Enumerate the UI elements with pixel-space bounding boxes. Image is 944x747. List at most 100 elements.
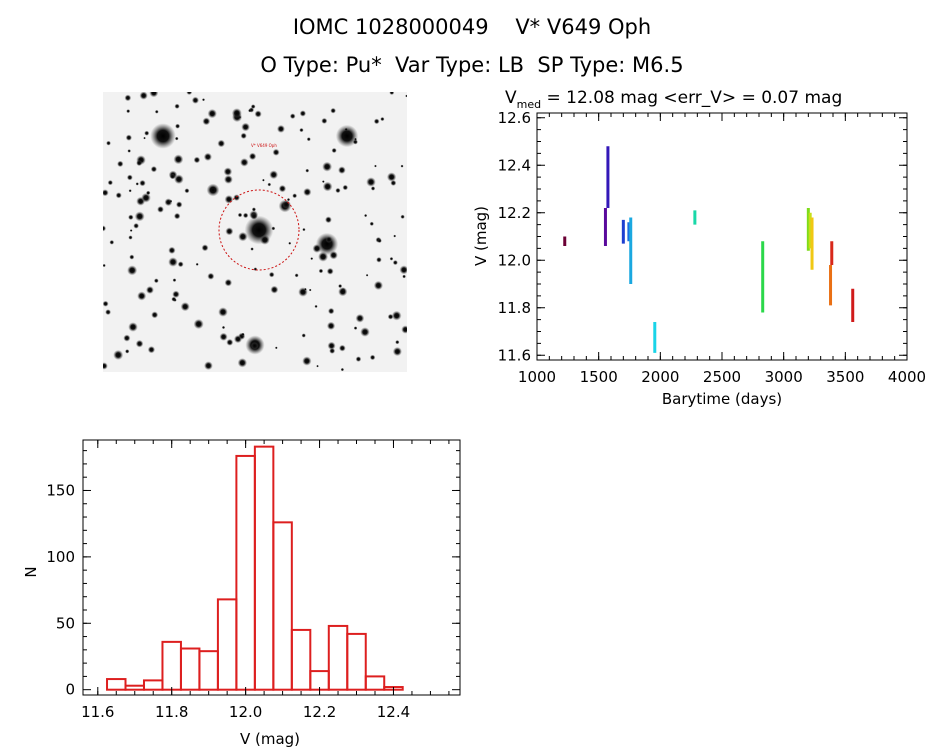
star [276, 124, 285, 133]
star [318, 251, 329, 262]
star [254, 110, 262, 118]
star [135, 339, 144, 348]
histogram-bar [198, 650, 219, 691]
finder-chart-image: V* V649 Oph [103, 92, 407, 372]
star [175, 201, 183, 208]
y-tick-label: 11.8 [498, 299, 531, 317]
star [338, 287, 348, 297]
star [248, 152, 257, 161]
star [128, 214, 134, 221]
star [272, 148, 280, 156]
star [224, 195, 234, 204]
x-tick-label: 12.0 [229, 703, 262, 721]
star [128, 189, 132, 193]
star [175, 123, 181, 129]
star [143, 136, 146, 140]
star [127, 149, 131, 153]
star [184, 188, 190, 194]
star [125, 134, 132, 141]
star [174, 103, 180, 109]
y-tick-label: 12.2 [498, 204, 531, 222]
star [304, 287, 307, 291]
star [128, 322, 138, 332]
histogram-bar [346, 632, 367, 691]
star [172, 290, 180, 298]
star [157, 205, 164, 213]
histogram-axes: 11.6 11.8 12.0 12.2 12.4 0 50 100 150 [46, 440, 460, 721]
star [302, 227, 306, 232]
star [274, 346, 278, 350]
star [153, 278, 159, 284]
star [286, 197, 291, 202]
x-tick-label: 11.6 [81, 703, 114, 721]
data-point-group [629, 217, 633, 284]
star [103, 362, 108, 370]
star [201, 244, 209, 252]
star [139, 179, 146, 187]
star [207, 272, 215, 280]
y-tick-label: 12.6 [498, 109, 531, 127]
star [400, 164, 404, 168]
star [395, 340, 400, 345]
star [402, 274, 406, 279]
star [103, 189, 109, 197]
star [240, 158, 249, 167]
data-point-group [621, 219, 625, 244]
star [392, 260, 398, 266]
x-tick-label: 1000 [518, 368, 556, 386]
star-field [103, 92, 407, 372]
star [123, 334, 131, 342]
star [169, 199, 173, 203]
star [338, 166, 346, 174]
star [231, 108, 242, 119]
histogram-bar [272, 521, 293, 691]
star [135, 182, 139, 186]
histogram-bar [235, 454, 256, 691]
star [124, 94, 132, 102]
chart-subtitle: O Type: Pu* Var Type: LB SP Type: M6.5 [260, 53, 684, 77]
star [145, 286, 154, 294]
star [151, 311, 159, 319]
star [241, 122, 250, 132]
y-tick-label: 12.4 [498, 156, 531, 174]
star [150, 123, 176, 149]
star [331, 147, 337, 154]
star [292, 193, 298, 199]
star [369, 354, 376, 361]
star [322, 181, 333, 192]
star [401, 325, 407, 334]
star [139, 92, 148, 100]
star [376, 256, 382, 263]
histogram-chart: 11.6 11.8 12.0 12.2 12.4 0 50 100 150 V (mag) N [22, 439, 461, 747]
histogram-frame [82, 439, 461, 696]
star [115, 192, 122, 199]
star [173, 154, 184, 165]
star [128, 235, 133, 240]
star [149, 92, 159, 98]
star [316, 364, 319, 368]
star [327, 341, 336, 350]
x-tick-label: 3500 [826, 368, 864, 386]
histogram-bar [364, 675, 386, 691]
star [237, 358, 248, 368]
data-point-group [603, 208, 607, 246]
star [306, 137, 311, 142]
star [338, 344, 346, 352]
star [352, 139, 358, 145]
star [180, 302, 190, 312]
star [301, 333, 306, 338]
y-tick-label: 150 [46, 481, 75, 499]
star [314, 304, 318, 309]
star [219, 332, 228, 341]
data-point-group [693, 210, 697, 225]
star [133, 222, 140, 229]
star [302, 356, 312, 366]
star [250, 247, 254, 251]
star [250, 341, 259, 350]
star [168, 257, 178, 267]
star [103, 300, 109, 307]
star [195, 262, 199, 266]
histogram-bar [179, 647, 201, 691]
light-curve-ylabel: V (mag) [472, 206, 490, 266]
star [225, 227, 234, 236]
